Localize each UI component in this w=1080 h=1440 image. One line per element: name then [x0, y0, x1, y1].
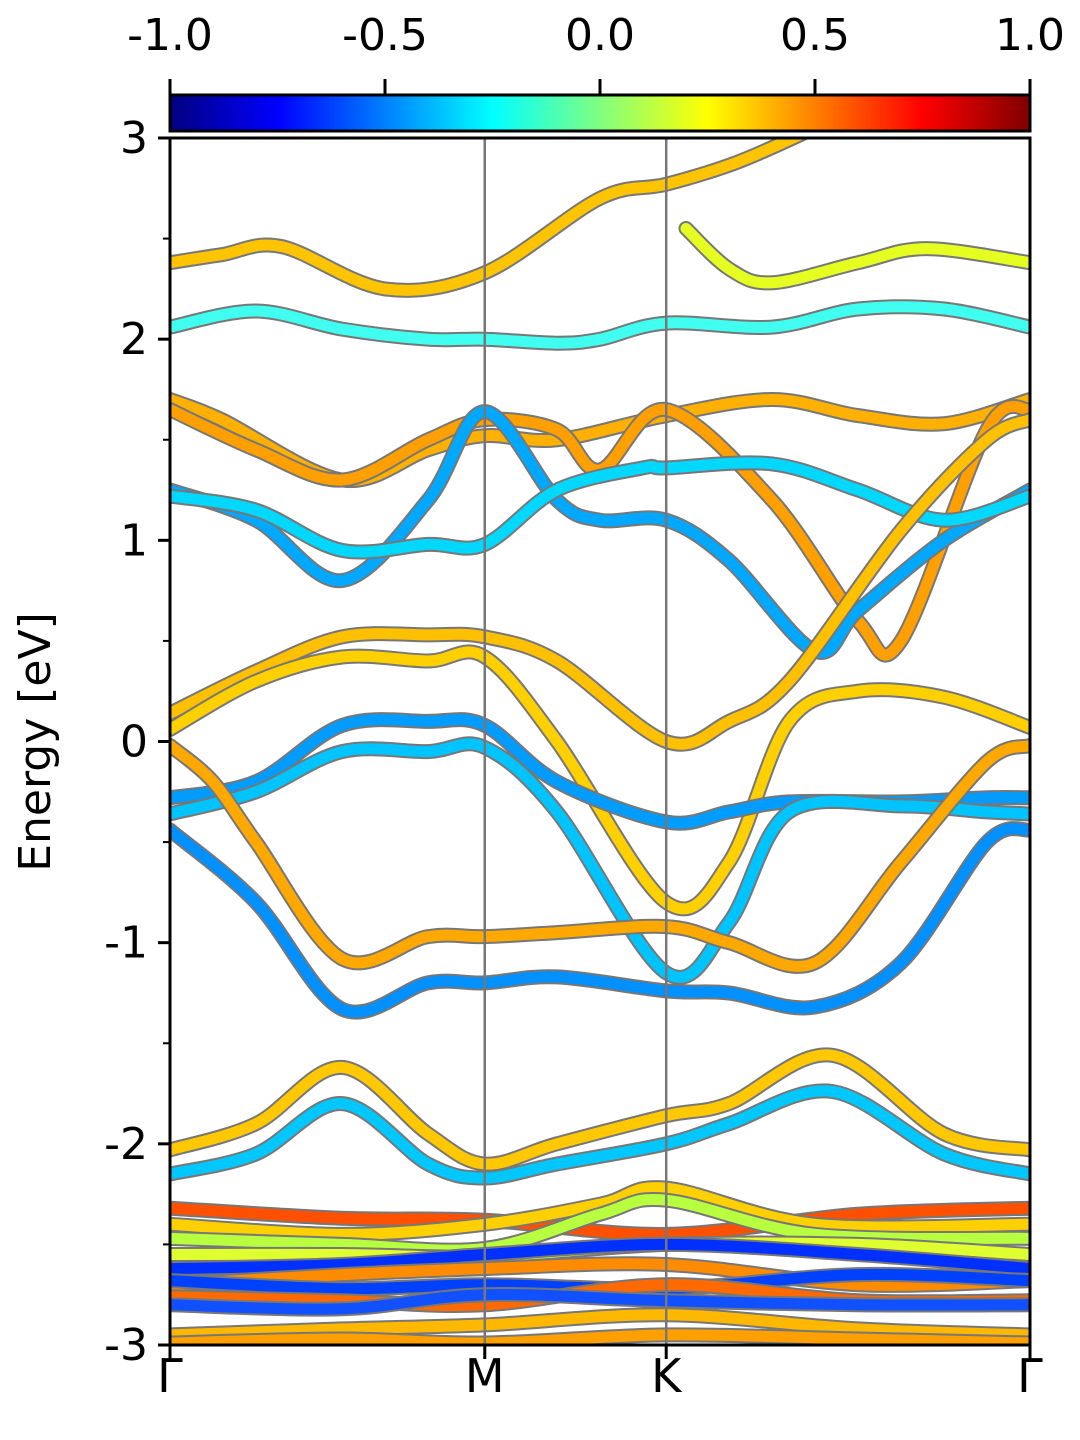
- high-symmetry-lines: [483, 138, 668, 1345]
- y-tick-label: -2: [104, 1119, 148, 1170]
- colorbar: -1.0 -0.5 0.0 0.5 1.0: [127, 10, 1065, 133]
- band-line: [170, 1202, 1030, 1240]
- y-tick-label: 3: [120, 113, 148, 164]
- y-axis: -3 -2 -1 0 1 2 3: [104, 113, 170, 1371]
- band-line: [170, 1182, 1030, 1240]
- y-axis-label: Energy [eV]: [10, 612, 61, 872]
- band-line: [170, 738, 1030, 983]
- band-line: [170, 406, 1030, 658]
- band-line: [170, 1309, 1030, 1341]
- band-line: [170, 1085, 1030, 1184]
- band-line: [170, 1194, 1030, 1256]
- band-outline: [170, 1047, 1030, 1172]
- band-line: [170, 414, 1030, 750]
- k-point-label: K: [651, 1349, 683, 1403]
- colorbar-tick-label: -0.5: [342, 10, 428, 61]
- y-tick-label: 0: [120, 717, 148, 768]
- k-point-label: M: [465, 1349, 505, 1403]
- band-line: [170, 1329, 1030, 1345]
- band-10: [170, 736, 1030, 985]
- band-11: [170, 738, 1030, 974]
- band-7: [170, 412, 1030, 752]
- band-line: [170, 301, 1030, 349]
- colorbar-tick-label: 0.0: [565, 10, 635, 61]
- band-line: [170, 401, 1030, 661]
- band-4: [170, 399, 1030, 663]
- band-14: [170, 1083, 1030, 1186]
- band-line: [680, 223, 1030, 289]
- band-25: [170, 1327, 1030, 1345]
- colorbar-tick-label: 0.5: [780, 10, 850, 61]
- band-15: [170, 1200, 1030, 1242]
- band-19: [170, 1236, 1030, 1277]
- band-12: [170, 821, 1030, 1020]
- band-lines: [170, 138, 1030, 1345]
- band-17: [170, 1192, 1030, 1258]
- band-line: [170, 457, 1030, 558]
- k-point-label: Γ: [1017, 1349, 1043, 1403]
- k-point-label: Γ: [157, 1349, 183, 1403]
- y-tick-label: 1: [120, 515, 148, 566]
- band-line: [170, 823, 1030, 1018]
- band-24: [170, 1307, 1030, 1343]
- band-5: [170, 404, 1030, 660]
- band-line: [170, 740, 1030, 972]
- colorbar-tick-label: -1.0: [127, 10, 213, 61]
- band-1: [678, 221, 1030, 291]
- band-2: [170, 299, 1030, 351]
- colorbar-ticks: -1.0 -0.5 0.0 0.5 1.0: [127, 10, 1065, 95]
- band-16: [170, 1180, 1030, 1242]
- band-13: [170, 1047, 1030, 1172]
- colorbar-gradient: [168, 93, 1032, 133]
- band-line: [170, 1258, 1030, 1291]
- y-tick-label: 2: [120, 314, 148, 365]
- band-23: [170, 1287, 1030, 1317]
- band-6: [170, 455, 1030, 560]
- band-8: [170, 644, 1030, 917]
- band-20: [170, 1256, 1030, 1293]
- band-line: [170, 646, 1030, 915]
- y-tick-label: -3: [104, 1320, 148, 1371]
- band-line: [170, 1238, 1030, 1275]
- band-line: [170, 1289, 1030, 1315]
- y-tick-label: -1: [104, 918, 148, 969]
- band-line: [170, 1049, 1030, 1170]
- colorbar-tick-label: 1.0: [995, 10, 1065, 61]
